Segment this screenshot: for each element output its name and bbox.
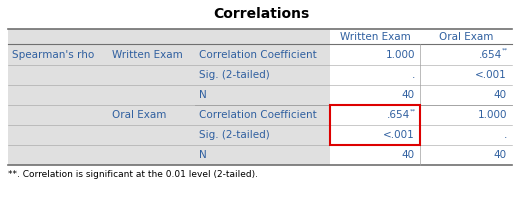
Bar — [330, 65, 512, 85]
Bar — [8, 85, 330, 105]
Bar — [330, 105, 420, 145]
Bar — [330, 85, 512, 105]
Text: 40: 40 — [494, 150, 507, 160]
Text: Oral Exam: Oral Exam — [112, 110, 166, 120]
Text: Spearman's rho: Spearman's rho — [12, 49, 94, 60]
Bar — [8, 44, 330, 65]
Text: <.001: <.001 — [383, 130, 415, 140]
Text: .: . — [412, 70, 415, 80]
Text: Correlation Coefficient: Correlation Coefficient — [199, 110, 317, 120]
Text: N: N — [199, 90, 207, 100]
Text: .654: .654 — [387, 110, 410, 120]
Bar — [330, 44, 512, 65]
Text: .654: .654 — [479, 49, 502, 60]
Text: 1.000: 1.000 — [386, 49, 415, 60]
Bar — [8, 65, 330, 85]
Text: Written Exam: Written Exam — [112, 49, 183, 60]
Text: N: N — [199, 150, 207, 160]
Text: Oral Exam: Oral Exam — [439, 32, 493, 42]
Text: 40: 40 — [402, 90, 415, 100]
Bar — [8, 29, 330, 44]
Bar — [8, 105, 330, 125]
Text: **: ** — [410, 109, 416, 113]
Bar — [330, 125, 512, 145]
Bar — [8, 125, 330, 145]
Text: .: . — [504, 130, 507, 140]
Bar — [330, 29, 512, 44]
Text: Written Exam: Written Exam — [340, 32, 411, 42]
Text: Sig. (2-tailed): Sig. (2-tailed) — [199, 130, 270, 140]
Text: 40: 40 — [494, 90, 507, 100]
Text: **. Correlation is significant at the 0.01 level (2-tailed).: **. Correlation is significant at the 0.… — [8, 170, 258, 179]
Text: Sig. (2-tailed): Sig. (2-tailed) — [199, 70, 270, 80]
Text: 1.000: 1.000 — [478, 110, 507, 120]
Text: 40: 40 — [402, 150, 415, 160]
Bar — [330, 145, 512, 165]
Bar — [8, 145, 330, 165]
Bar — [330, 105, 512, 125]
Text: Correlation Coefficient: Correlation Coefficient — [199, 49, 317, 60]
Text: Correlations: Correlations — [213, 7, 309, 21]
Text: <.001: <.001 — [475, 70, 507, 80]
Text: **: ** — [502, 48, 508, 53]
